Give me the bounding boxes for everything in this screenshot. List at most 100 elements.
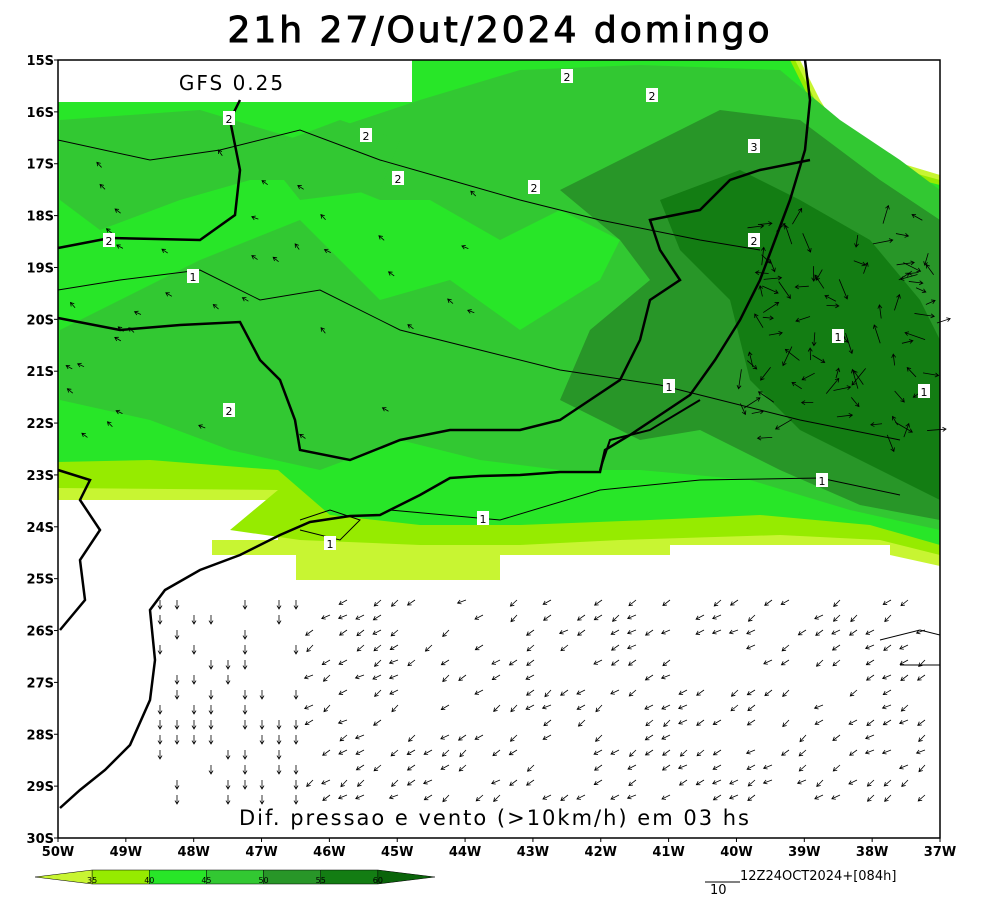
wind-arrow [542, 794, 552, 800]
wind-arrow [802, 233, 812, 253]
wind-arrow [303, 674, 314, 680]
wind-arrow [833, 385, 852, 391]
contour-label-box [832, 329, 844, 343]
wind-arrow [161, 248, 168, 254]
wind-arrow [356, 644, 365, 652]
wind-arrow [242, 645, 248, 655]
wind-arrow [769, 259, 776, 273]
lat-label: 29S [27, 780, 54, 795]
wind-arrow [661, 794, 671, 800]
wind-arrow [338, 599, 348, 605]
wind-arrow [390, 599, 399, 607]
wind-arrow [117, 326, 124, 332]
lon-label: 49W [110, 845, 142, 860]
wind-arrow [799, 734, 807, 743]
wind-arrow [458, 764, 467, 772]
wind-arrow [644, 674, 654, 681]
wind-arrow [662, 749, 671, 756]
wind-arrow [903, 262, 922, 273]
lat-label: 27S [27, 676, 54, 691]
wind-arrow [372, 674, 382, 680]
wind-arrow [355, 614, 365, 620]
wind-arrow [576, 689, 586, 695]
wind-arrow [594, 599, 603, 606]
wind-arrow [747, 704, 756, 712]
wind-arrow [69, 301, 76, 309]
wind-arrow [493, 704, 501, 712]
label-box [58, 60, 412, 102]
lat-label: 22S [27, 417, 54, 432]
wind-arrow [105, 228, 113, 234]
contour-label: 2 [531, 182, 538, 195]
wind-arrow [276, 720, 282, 730]
wind-arrow [355, 794, 365, 800]
wind-arrow [225, 750, 231, 760]
wind-arrow [882, 599, 892, 605]
wind-arrow [157, 645, 163, 655]
colorbar-swatch [263, 869, 321, 885]
lon-label: 39W [788, 845, 820, 860]
lat-label: 18S [27, 210, 54, 225]
wind-arrow [761, 246, 766, 266]
wind-arrow [157, 705, 163, 715]
wind-arrow [509, 734, 518, 742]
contour-label-box [477, 511, 489, 525]
lat-label: 16S [27, 106, 54, 121]
contour-label-box [748, 233, 760, 247]
wind-arrow [764, 689, 773, 697]
wind-arrow [882, 204, 890, 224]
wind-arrow [115, 409, 123, 415]
wind-arrow [198, 424, 206, 429]
contour-label-box [918, 384, 930, 398]
wind-arrow [225, 675, 231, 685]
wind-arrow [925, 263, 934, 276]
wind-arrow [747, 794, 756, 801]
wind-arrow [406, 764, 416, 771]
wind-arrow [610, 689, 620, 695]
wind-arrow [458, 674, 467, 681]
wind-arrow [882, 719, 892, 726]
wind-arrow [729, 599, 739, 606]
wind-arrow [763, 301, 780, 313]
wind-arrow [610, 749, 620, 755]
wind-arrow [740, 403, 747, 416]
wind-arrow [208, 690, 214, 700]
lat-label: 25S [27, 573, 54, 588]
wind-arrow [881, 749, 892, 755]
wind-arrow [776, 223, 786, 232]
wind-arrow [845, 333, 854, 355]
wind-arrow [276, 615, 282, 625]
wind-arrow [242, 690, 248, 700]
contour-label-box [646, 88, 658, 102]
wind-arrow [242, 705, 248, 715]
contour-label: 1 [666, 381, 673, 394]
lat-label: 24S [27, 521, 54, 536]
wind-arrow [372, 629, 382, 635]
wind-arrow [306, 779, 314, 787]
contour-label: 2 [106, 235, 113, 248]
wind-arrow [242, 750, 248, 760]
wind-arrow [459, 749, 467, 758]
wind-arrow [474, 644, 484, 651]
wind-arrow [870, 422, 883, 427]
wind-arrow [824, 294, 837, 302]
wind-arrow [848, 779, 858, 785]
caption: Dif. pressao e vento (>10km/h) em 03 hs [239, 806, 751, 830]
wind-arrow [781, 749, 790, 756]
contour-label: 1 [190, 271, 197, 284]
wind-arrow [746, 629, 756, 635]
wind-arrow [746, 689, 756, 696]
wind-arrow [644, 749, 654, 756]
wind-arrow [794, 284, 809, 290]
wind-arrow [114, 336, 122, 342]
wind-arrow [242, 780, 248, 790]
wind-arrow [373, 719, 382, 726]
wind-arrow [628, 599, 637, 607]
wind-arrow [391, 704, 399, 713]
wind-arrow [542, 734, 552, 740]
wind-arrow [925, 299, 936, 305]
wind-arrow [116, 244, 124, 249]
wind-arrow [936, 317, 951, 324]
wind-arrow [442, 629, 450, 638]
wind-arrow [904, 331, 926, 340]
